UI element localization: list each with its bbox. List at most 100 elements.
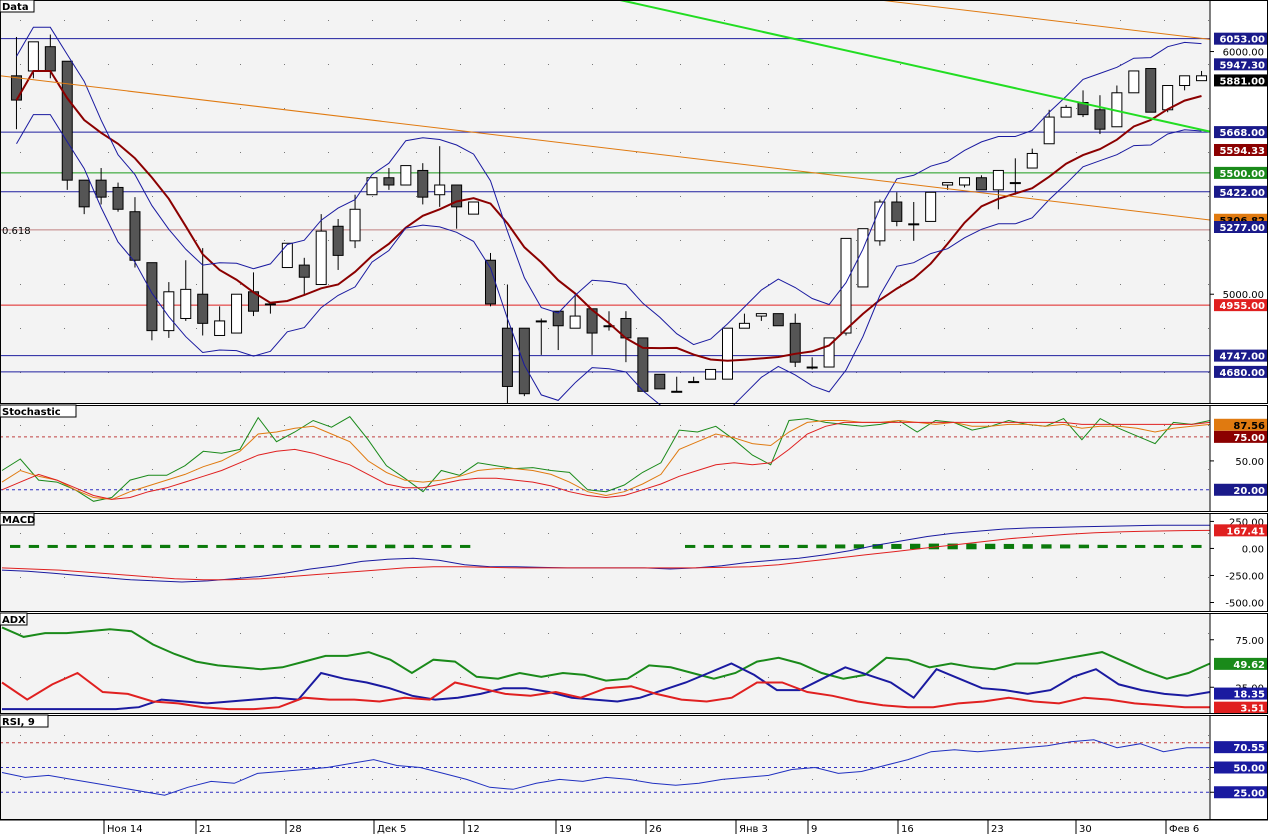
grid-dot [1120,469,1121,470]
macd-bar [1116,544,1127,548]
grid-dot [548,779,549,780]
macd-bar [10,544,21,548]
grid-dot [1120,779,1121,780]
grid-dot [196,64,197,65]
grid-dot [108,328,109,329]
candle-body [1196,75,1208,82]
y-tick-label: 250.00 [1229,517,1264,528]
grid-dot [240,779,241,780]
candle-body [146,262,158,332]
grid-dot [460,240,461,241]
grid-dot [724,284,725,285]
candle-body [942,182,954,186]
candle-body [992,169,1004,191]
grid-dot [856,372,857,373]
grid-dot [1208,677,1209,678]
grid-dot [1032,64,1033,65]
grid-dot [1076,372,1077,373]
grid-dot [768,152,769,153]
grid-dot [460,284,461,285]
macd-bar [216,544,227,548]
grid-dot [900,196,901,197]
grid-dot [680,633,681,634]
grid-dot [20,633,21,634]
panel-title: Stochastic [2,407,61,418]
macd-bar [722,544,733,548]
candle-body [468,201,480,215]
grid-dot [1076,64,1077,65]
candle-body [451,184,463,208]
candle-body [383,177,395,186]
candle-body [112,186,124,210]
grid-dot [1120,328,1121,329]
grid-dot [900,779,901,780]
grid-dot [460,735,461,736]
grid-dot [548,152,549,153]
grid-dot [64,20,65,21]
grid-dot [1076,425,1077,426]
trend-line-orange-upper [879,0,1211,40]
grid-dot [284,152,285,153]
grid-dot [372,64,373,65]
grid-dot [988,533,989,534]
grid-dot [1164,20,1165,21]
grid-dot [548,372,549,373]
grid-dot [856,533,857,534]
grid-dot [1032,633,1033,634]
grid-dot [1120,633,1121,634]
grid-dot [240,425,241,426]
candle-body [281,242,293,269]
grid-dot [812,152,813,153]
grid-dot [64,372,65,373]
grid-dot [152,64,153,65]
grid-dot [196,677,197,678]
value-badge-bg [1214,185,1268,198]
grid-dot [416,735,417,736]
grid-dot [1076,196,1077,197]
x-tick-label: 28 [289,824,302,834]
grid-dot [1164,577,1165,578]
grid-dot [1120,240,1121,241]
grid-dot [592,284,593,285]
grid-dot [1076,284,1077,285]
grid-dot [328,328,329,329]
candle-body [755,313,767,317]
grid-dot [856,64,857,65]
grid-dot [680,196,681,197]
grid-dot [240,284,241,285]
grid-dot [108,677,109,678]
grid-dot [1076,779,1077,780]
grid-dot [1032,779,1033,780]
grid-dot [20,469,21,470]
grid-dot [460,633,461,634]
grid-dot [944,196,945,197]
value-badge-bg [1214,741,1268,754]
candle-body [231,293,243,334]
macd-bar [835,544,846,549]
grid-dot [1208,577,1209,578]
grid-dot [856,152,857,153]
grid-dot [548,425,549,426]
grid-dot [724,633,725,634]
fib-label: 0.618 [2,226,31,237]
grid-dot [1120,20,1121,21]
grid-dot [944,469,945,470]
grid-dot [504,425,505,426]
grid-dot [196,425,197,426]
candle-body [501,327,513,387]
x-tick-label: 19 [559,824,572,834]
grid-dot [460,577,461,578]
grid-dot [944,533,945,534]
grid-dot [724,20,725,21]
candle-body [705,368,717,380]
grid-dot [636,677,637,678]
grid-dot [680,425,681,426]
x-tick-label: Ноя 14 [107,824,143,834]
grid-dot [768,633,769,634]
candle-body [925,191,937,222]
grid-dot [856,735,857,736]
panel-bg [0,0,1210,404]
grid-dot [812,779,813,780]
